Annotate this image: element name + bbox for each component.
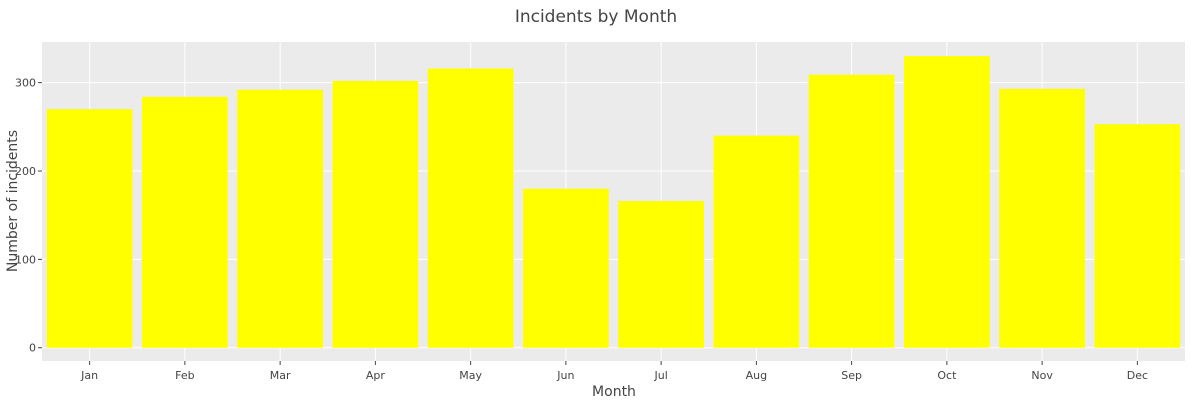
x-tick-label-nov: Nov	[1031, 369, 1053, 382]
chart-title: Incidents by Month	[515, 7, 677, 27]
x-tick-label-apr: Apr	[366, 369, 386, 382]
bar-feb	[142, 96, 228, 348]
x-tick-label-sep: Sep	[841, 369, 862, 382]
x-tick-label-jun: Jun	[556, 369, 574, 382]
bar-jul	[618, 201, 704, 348]
y-axis-title: Number of incidents	[5, 130, 21, 272]
bar-may	[427, 68, 514, 348]
plot-background	[42, 42, 1185, 361]
x-axis-ticks: Jan Feb Mar Apr May Jun Jul Aug Sep Oct Nov Dec	[80, 361, 1148, 382]
x-tick-label-feb: Feb	[175, 369, 194, 382]
bar-nov	[999, 88, 1085, 348]
bar-oct	[904, 56, 990, 348]
y-tick-label-100: 100	[15, 253, 36, 266]
x-tick-label-jul: Jul	[653, 369, 667, 382]
x-tick-label-mar: Mar	[270, 369, 291, 382]
bar-jan	[46, 109, 133, 348]
bar-dec	[1094, 124, 1181, 348]
y-tick-label-200: 200	[15, 165, 36, 178]
bar-jun	[523, 188, 609, 348]
bars	[46, 56, 1181, 348]
x-tick-label-aug: Aug	[746, 369, 767, 382]
x-tick-label-jan: Jan	[80, 369, 98, 382]
y-tick-label-300: 300	[15, 77, 36, 90]
bar-mar	[237, 89, 323, 348]
y-axis-ticks: 0 100 200 300	[15, 77, 42, 355]
x-tick-label-dec: Dec	[1127, 369, 1148, 382]
bar-aug	[713, 135, 800, 348]
bar-apr	[332, 80, 419, 348]
bar-sep	[808, 74, 895, 348]
y-tick-label-0: 0	[29, 342, 36, 355]
horizontal-gridlines	[42, 82, 1185, 349]
x-tick-label-oct: Oct	[937, 369, 957, 382]
x-tick-label-may: May	[459, 369, 482, 382]
x-axis-title: Month	[592, 384, 636, 400]
